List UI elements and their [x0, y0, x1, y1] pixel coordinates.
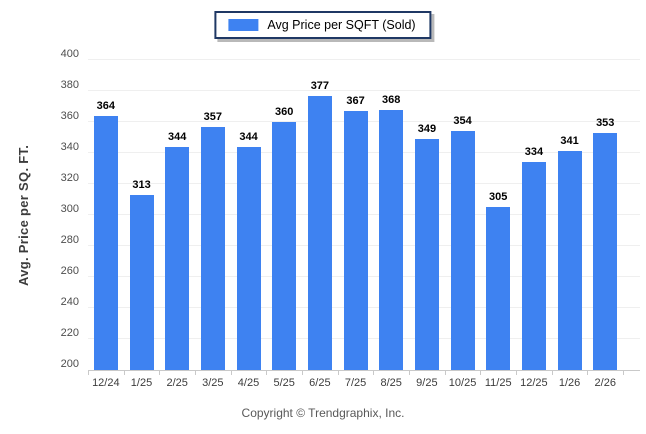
x-axis-tick-mark [230, 370, 232, 375]
x-tick-label: 4/25 [237, 377, 260, 389]
bar-value-label: 360 [275, 106, 294, 118]
y-tick-label: 300 [60, 203, 79, 215]
gridline [88, 59, 640, 60]
bar [307, 95, 332, 370]
bar [343, 111, 368, 370]
bars-row: 364 12/24 313 1/25 344 2/25 357 3/25 344 4/25 360 5… [88, 60, 624, 389]
bar [200, 126, 225, 370]
x-axis-tick-mark [123, 370, 125, 375]
bar-value-label: 357 [203, 110, 223, 123]
bar-group: 334 12/25 [516, 60, 552, 389]
x-axis-tick-mark [480, 370, 482, 375]
bar-value-label: 354 [453, 115, 472, 128]
x-tick-label: 12/24 [92, 377, 120, 389]
bar [557, 151, 582, 370]
x-tick-label: 2/25 [166, 377, 188, 389]
bar-value-label: 341 [560, 135, 579, 148]
x-axis-tick-mark [337, 370, 339, 375]
x-tick-label: 3/25 [202, 377, 224, 389]
bar [521, 162, 546, 370]
x-axis-tick-mark [551, 370, 553, 375]
bar-value-label: 368 [382, 93, 401, 106]
y-tick-label: 200 [60, 358, 79, 370]
copyright-text: Copyright © Trendgraphix, Inc. [241, 406, 405, 420]
x-tick-label: 9/25 [416, 377, 438, 389]
bar-value-label: 344 [168, 130, 187, 143]
bar-value-label: 377 [310, 79, 330, 92]
x-tick-label: 5/25 [273, 377, 295, 389]
bar-group: 305 11/25 [480, 60, 516, 389]
bar-group: 364 12/24 [88, 60, 124, 389]
x-tick-label: 2/26 [594, 377, 616, 389]
bar-value-label: 353 [596, 116, 615, 129]
x-tick-label: 1/25 [130, 377, 153, 389]
y-axis-title: Avg. Price per SQ. FT. [16, 144, 31, 286]
x-axis-tick-mark [516, 370, 517, 375]
x-axis-tick-mark [444, 370, 446, 375]
bar [129, 194, 154, 370]
legend-label: Avg Price per SQFT (Sold) [267, 18, 416, 32]
bar [593, 132, 618, 370]
x-axis-tick-mark [266, 370, 268, 375]
bar-value-label: 313 [132, 178, 151, 191]
bar-group: 354 10/25 [445, 60, 481, 389]
x-tick-label: 1/26 [558, 377, 581, 389]
x-axis-tick-mark [302, 370, 303, 375]
x-axis-tick-mark [373, 370, 375, 375]
gridline [88, 90, 640, 91]
x-tick-label: 8/25 [380, 377, 402, 389]
bar-group: 341 1/26 [552, 60, 588, 389]
bar [236, 146, 261, 370]
bar [450, 131, 475, 370]
bar-group: 357 3/25 [195, 60, 231, 389]
bar-group: 360 5/25 [266, 60, 302, 389]
y-tick-label: 260 [60, 265, 79, 277]
bar-group: 344 4/25 [231, 60, 267, 389]
x-axis-tick-mark [88, 370, 89, 375]
bar-group: 313 1/25 [124, 60, 160, 389]
bar [379, 109, 404, 370]
y-tick-label: 220 [60, 327, 79, 339]
legend-swatch-icon [228, 19, 259, 31]
y-tick-label: 240 [60, 296, 79, 308]
bar-group: 349 9/25 [409, 60, 445, 389]
bar [165, 146, 190, 370]
bar-group: 344 2/25 [159, 60, 195, 389]
bar [272, 122, 297, 370]
x-axis-tick-mark [587, 370, 589, 375]
y-tick-label: 360 [60, 110, 79, 122]
x-axis-tick-mark [623, 370, 624, 375]
y-tick-label: 280 [60, 234, 79, 246]
x-tick-label: 7/25 [344, 377, 367, 389]
x-axis-tick-mark [195, 370, 196, 375]
bar-value-label: 349 [417, 123, 437, 136]
bar-value-label: 367 [346, 95, 365, 108]
x-axis-tick-mark [409, 370, 410, 375]
bar-value-label: 344 [239, 130, 258, 143]
bar-group: 353 2/26 [587, 60, 623, 389]
x-tick-label: 6/25 [309, 377, 331, 389]
x-tick-label: 10/25 [448, 377, 477, 389]
bar [93, 115, 118, 370]
bar-value-label: 364 [96, 99, 116, 112]
bar-value-label: 334 [524, 146, 544, 159]
plot-area: 200 220 240 260 280 300 320 340 360 380 400 364 12/2… [61, 48, 640, 389]
y-tick-label: 320 [60, 172, 79, 184]
bar-group: 368 8/25 [373, 60, 409, 389]
x-tick-label: 11/25 [484, 377, 512, 389]
bar [414, 139, 439, 370]
bar-group: 377 6/25 [302, 60, 338, 389]
bar-group: 367 7/25 [338, 60, 374, 389]
x-axis-tick-mark [159, 370, 161, 375]
bar-value-label: 305 [489, 191, 508, 204]
x-tick-label: 12/25 [520, 377, 548, 389]
y-tick-label: 380 [60, 79, 79, 91]
legend: Avg Price per SQFT (Sold) [214, 11, 432, 39]
bar [486, 207, 511, 370]
y-tick-label: 400 [60, 48, 79, 60]
y-tick-label: 340 [60, 141, 79, 153]
